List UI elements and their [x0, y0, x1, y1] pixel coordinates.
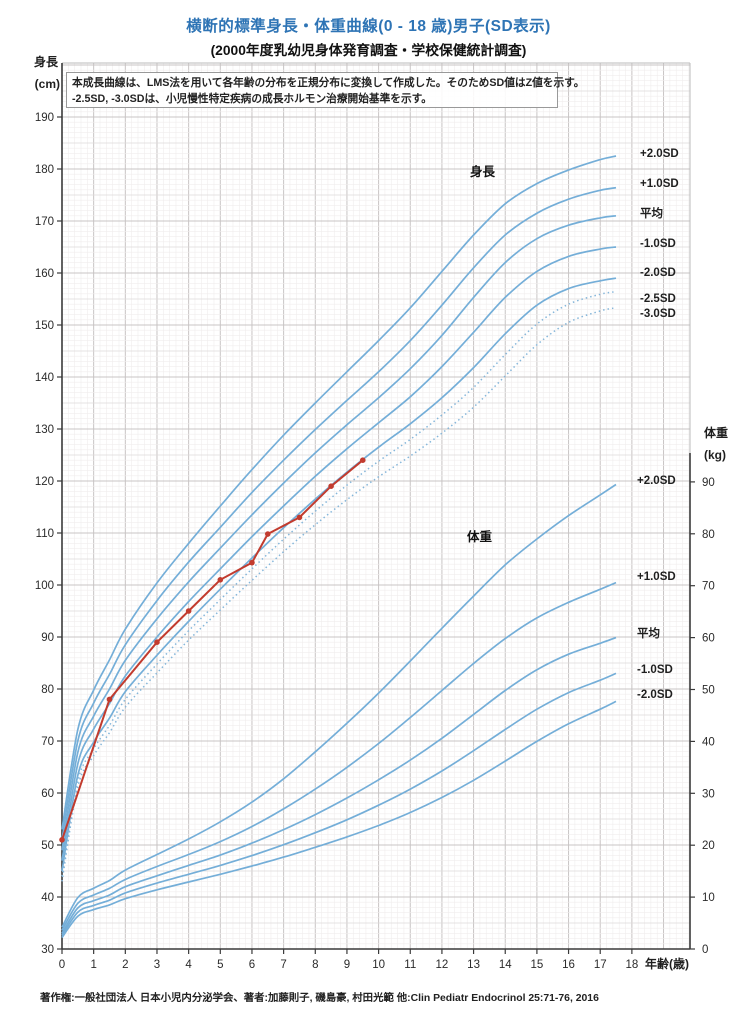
- height-curves-group-label: 身長: [470, 164, 496, 179]
- weight-sd-label: 平均: [637, 626, 660, 640]
- weight-sd-label: -1.0SD: [637, 664, 673, 676]
- height-tick-label: 180: [35, 164, 54, 176]
- height-curve--3.0SD: [61, 307, 617, 882]
- height-sd-label: -2.5SD: [640, 293, 676, 305]
- note-line-2: -2.5SD, -3.0SDは、小児慢性特定疾病の成長ホルモン治療開始基準を示す…: [72, 93, 432, 106]
- height-sd-label: +1.0SD: [640, 178, 679, 190]
- height-curve-平均: [61, 214, 617, 851]
- weight-tick-label: 70: [702, 581, 715, 593]
- height-tick-label: 170: [35, 216, 54, 228]
- patient-height-point: [328, 483, 334, 490]
- height-tick-label: 150: [35, 320, 54, 332]
- height-sd-label: 平均: [640, 206, 663, 220]
- height-curve--2.0SD: [61, 277, 617, 872]
- height-tick-label: 110: [36, 528, 54, 540]
- weight-tick-label: 50: [702, 685, 715, 697]
- age-tick-label: 16: [562, 959, 575, 971]
- page-subtitle: (2000年度乳幼児身体発育調査・学校保健統計調査): [210, 43, 527, 58]
- weight-tick-label: 80: [702, 529, 715, 541]
- weight-tick-label: 20: [702, 840, 715, 852]
- height-curve-+1.0SD: [61, 186, 617, 840]
- age-tick-label: 0: [59, 959, 65, 971]
- height-tick-label: 30: [41, 944, 54, 956]
- height-curve--2.5SD: [61, 290, 617, 877]
- age-tick-label: 9: [344, 959, 350, 971]
- age-tick-label: 14: [499, 959, 512, 971]
- note-box: 本成長曲線は、LMS法を用いて各年齢の分布を正規分布に変換して作成した。そのため…: [66, 72, 585, 108]
- age-tick-label: 7: [280, 959, 286, 971]
- weight-curve--1.0SD: [61, 672, 617, 936]
- height-tick-label: 190: [35, 112, 54, 124]
- height-tick-label: 160: [35, 268, 54, 280]
- weight-curve--2.0SD: [61, 700, 617, 939]
- height-axis-title: 身長: [34, 54, 59, 69]
- age-tick-label: 10: [372, 959, 385, 971]
- weight-curves-group-label: 体重: [467, 529, 493, 544]
- age-tick-label: 1: [90, 959, 96, 971]
- patient-height-line: [61, 459, 364, 841]
- age-tick-label: 8: [312, 959, 318, 971]
- patient-height-point: [359, 457, 366, 464]
- height-sd-label: -2.0SD: [640, 267, 676, 279]
- height-sd-label: -1.0SD: [640, 238, 676, 250]
- age-tick-label: 5: [217, 959, 223, 971]
- copyright-text: 著作権:一般社団法人 日本小児内分泌学会、著者:加藤則子, 磯島豪, 村田光範 …: [40, 993, 599, 1004]
- weight-curve-+2.0SD: [61, 483, 617, 928]
- height-tick-label: 70: [41, 736, 54, 748]
- patient-height-point: [249, 559, 255, 566]
- weight-axis-title: 体重: [704, 425, 728, 440]
- height-sd-label: -3.0SD: [640, 308, 676, 320]
- note-line-1: 本成長曲線は、LMS法を用いて各年齢の分布を正規分布に変換して作成した。そのため…: [72, 77, 585, 89]
- age-tick-label: 6: [249, 959, 255, 971]
- weight-sd-label: +1.0SD: [637, 571, 676, 583]
- height-curve-+2.0SD: [61, 155, 617, 830]
- height-tick-label: 100: [35, 580, 54, 592]
- age-tick-label: 18: [625, 959, 638, 971]
- weight-tick-label: 40: [702, 736, 715, 748]
- age-tick-label: 17: [594, 959, 607, 971]
- height-tick-label: 40: [41, 892, 54, 904]
- patient-height-point: [106, 696, 113, 703]
- weight-tick-label: 0: [702, 944, 708, 956]
- age-tick-label: 15: [531, 959, 544, 971]
- weight-axis-unit: (kg): [704, 448, 726, 462]
- age-tick-label: 3: [154, 959, 160, 971]
- page-title: 横断的標準身長・体重曲線(0 - 18 歳)男子(SD表示): [186, 18, 551, 35]
- weight-curve-+1.0SD: [61, 581, 617, 931]
- age-tick-label: 11: [404, 959, 416, 971]
- weight-tick-label: 30: [702, 788, 715, 800]
- weight-tick-label: 60: [702, 633, 715, 645]
- height-axis-unit: (cm): [35, 77, 60, 91]
- weight-sd-label: -2.0SD: [637, 689, 673, 701]
- age-tick-label: 13: [467, 959, 480, 971]
- age-tick-label: 4: [185, 959, 192, 971]
- height-tick-label: 60: [41, 788, 54, 800]
- patient-height-point: [217, 577, 224, 583]
- height-tick-label: 90: [41, 632, 54, 644]
- height-tick-label: 80: [41, 684, 54, 696]
- height-sd-label: +2.0SD: [640, 148, 679, 160]
- height-tick-label: 50: [41, 840, 54, 852]
- weight-curve-平均: [61, 636, 617, 934]
- patient-height-point: [59, 837, 65, 843]
- weight-tick-label: 90: [702, 477, 715, 489]
- age-axis-title: 年齢(歳): [645, 956, 689, 971]
- patient-height-point: [296, 514, 303, 521]
- patient-height-point: [264, 531, 271, 537]
- weight-sd-label: +2.0SD: [637, 475, 676, 487]
- age-tick-label: 2: [122, 959, 128, 971]
- age-tick-label: 12: [436, 959, 449, 971]
- patient-height-point: [185, 608, 192, 614]
- height-tick-label: 120: [35, 476, 54, 488]
- height-tick-label: 140: [35, 372, 54, 384]
- weight-tick-label: 10: [702, 892, 715, 904]
- height-tick-label: 130: [35, 424, 54, 436]
- patient-height-point: [154, 639, 160, 645]
